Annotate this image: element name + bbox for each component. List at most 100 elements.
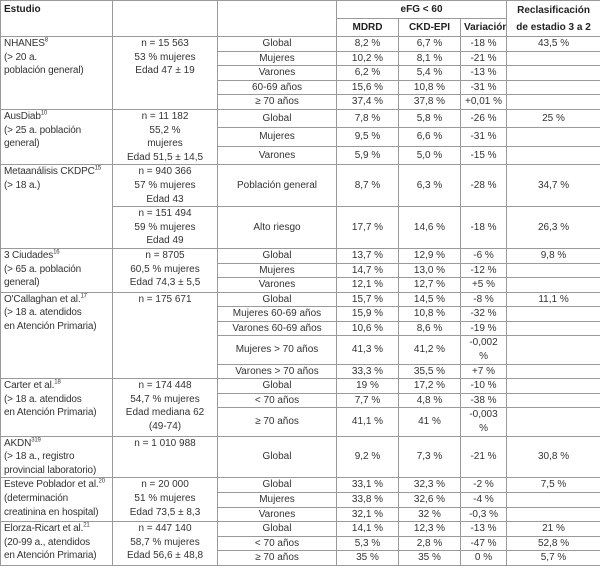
value-cell: -31 % (459, 79, 508, 96)
subgroup: Alto riesgo (217, 206, 337, 249)
text-line: AKDN (4, 437, 32, 449)
header-cell: Variación (459, 18, 508, 37)
value-cell (506, 127, 600, 147)
table-body: NHANES8 (> 20 a. población general) n = 15 … (0, 36, 600, 566)
value-cell: 35 % (398, 550, 461, 566)
table-row: n = 151 494 59 % mujeres Edad 49 Alto riesg… (1, 206, 600, 249)
value-cell: 14,5 % (398, 291, 461, 308)
value-cell: 9,5 % (336, 127, 399, 147)
value-cell: 41,1 % (336, 407, 399, 437)
study-name: O'Callaghan et al.17 (> 18 a. atendidos en… (0, 291, 113, 380)
header-cell: MDRD (336, 18, 399, 37)
text-line: (> 65 a. población (4, 263, 82, 275)
value-cell: 12,7 % (398, 277, 461, 293)
value-cell: -13 % (459, 521, 508, 537)
value-cell: 33,1 % (336, 477, 399, 493)
value-cell: 32,6 % (398, 492, 461, 508)
text-line: en Atención Primaria) (4, 407, 97, 419)
value-cell (506, 262, 600, 279)
value-cell: -4 % (459, 492, 508, 508)
value-cell: 8,6 % (398, 320, 461, 337)
subgroup: Global (217, 435, 337, 479)
subgroup: Mujeres 60-69 años (217, 306, 337, 322)
text-line: 54,7 % mujeres (130, 393, 200, 405)
value-cell (506, 392, 600, 409)
value-cell: -0,002 % (459, 335, 508, 365)
text-line: Edad 43 (146, 193, 184, 205)
value-cell: -8 % (459, 291, 508, 308)
value-cell (506, 378, 600, 394)
value-cell: 10,8 % (398, 79, 461, 96)
text-line: Edad mediana 62 (125, 407, 205, 419)
text-line: (> 18 a., registro (4, 451, 75, 463)
value-cell: 35 % (336, 550, 399, 566)
text-line: 51 % mujeres (134, 493, 196, 504)
text-line: 3 Ciudades (4, 249, 54, 261)
value-cell (506, 306, 600, 322)
reference: 16 (53, 249, 60, 256)
value-cell: 21 % (506, 521, 600, 537)
value-cell: -47 % (459, 535, 508, 552)
value-cell: 10,6 % (336, 320, 399, 337)
value-cell: -19 % (459, 320, 508, 337)
value-cell: -38 % (459, 392, 508, 409)
value-cell: -10 % (459, 378, 508, 394)
reference: 20 (98, 479, 106, 486)
value-cell (506, 363, 600, 380)
subgroup: < 70 años (217, 535, 337, 552)
text-line: (determinación (4, 493, 69, 504)
value-cell (506, 94, 600, 110)
value-cell: 13,7 % (336, 247, 399, 264)
subgroup: ≥ 70 años (217, 407, 337, 437)
value-cell: 7,5 % (506, 477, 600, 493)
value-cell: 7,7 % (336, 392, 399, 409)
value-cell: 37,4 % (336, 94, 399, 110)
table-row: AusDiab10 (> 25 a. población general) n = 1… (0, 108, 600, 166)
header-cell: eFG < 60 (335, 0, 508, 19)
text-line: NHANES (4, 38, 45, 49)
value-cell: 6,3 % (398, 164, 461, 208)
value-cell: 0 % (459, 550, 508, 566)
table-row: Varones 12,1 % 12,7 % +5 % (1, 277, 600, 293)
reference: 17 (80, 293, 87, 300)
table-row: ≥ 70 años 41,1 % 41 % -0,003 % (1, 407, 600, 437)
study-info: n = 8705 60,5 % mujeres Edad 74,3 ± 5,5 (112, 247, 218, 293)
text-line: población general) (4, 65, 84, 77)
study-info: n = 20 000 51 % mujeres Edad 73,5 ± 8,3 (112, 477, 218, 523)
value-cell: 9,8 % (506, 247, 600, 264)
text-line: n = 940 366 (138, 166, 192, 178)
value-cell: 25 % (506, 108, 600, 129)
text-line: creatinina en hospital) (4, 506, 99, 518)
value-cell: 7,3 % (398, 435, 461, 479)
table-row: O'Callaghan et al.17 (> 18 a. atendidos en… (0, 291, 600, 380)
subgroup: ≥ 70 años (217, 550, 337, 566)
value-cell (506, 50, 600, 67)
text-line: 55,2 % (149, 124, 181, 136)
value-cell: 37,8 % (398, 94, 461, 110)
value-cell: 12,1 % (336, 277, 399, 293)
header-cell (112, 0, 218, 37)
reference: 319 (31, 437, 41, 444)
header-row: Estudio eFG < 60 Reclasificación de esta… (0, 0, 600, 37)
text-line: (20-99 a., atendidos (4, 536, 90, 548)
value-cell: 15,6 % (336, 79, 399, 96)
table-row: AKDN319 (> 18 a., registro provincial labo… (0, 435, 600, 479)
header-cell: Reclasificación de estadio 3 a 2 (506, 0, 600, 37)
text-line: n = 175 671 (138, 293, 192, 305)
table-row: Mujeres 10,2 % 8,1 % -21 % (1, 50, 600, 67)
study-name: AusDiab10 (> 25 a. población general) (0, 108, 113, 166)
value-cell: 5,3 % (336, 535, 399, 552)
value-cell (506, 79, 600, 96)
value-cell: 10,2 % (336, 50, 399, 67)
value-cell: +0,01 % (459, 94, 508, 110)
value-cell: 14,1 % (336, 521, 399, 537)
subgroup: Varones (217, 65, 337, 81)
text-line: provincial laboratorio) (4, 464, 97, 476)
subgroup: Global (217, 247, 337, 264)
text-line: n = 1 010 988 (134, 437, 196, 449)
value-cell: 14,7 % (336, 262, 399, 279)
table-row: Carter et al.18 (> 18 a. atendidos en Aten… (0, 378, 600, 437)
subgroup: Mujeres (217, 127, 337, 147)
subgroup: Global (217, 36, 337, 52)
